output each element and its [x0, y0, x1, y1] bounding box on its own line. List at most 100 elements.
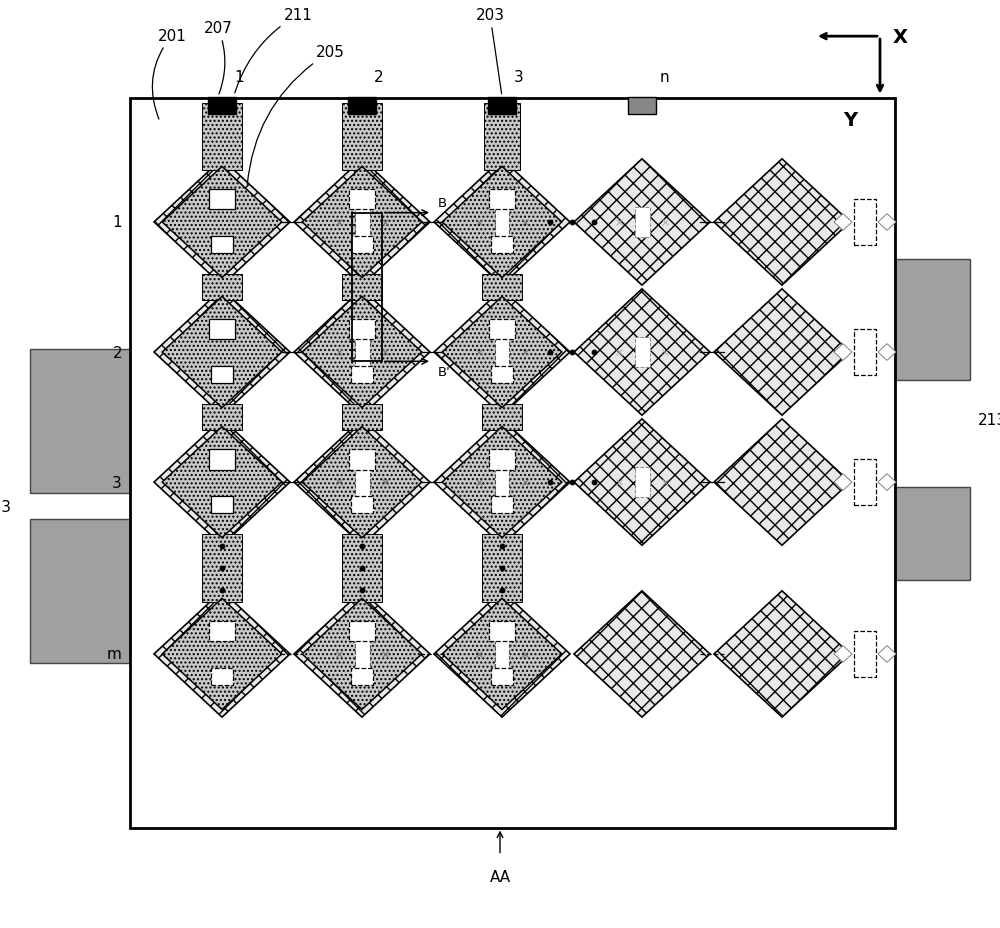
Bar: [868, 260, 970, 380]
Bar: [854, 631, 876, 677]
Bar: [494, 639, 509, 669]
Bar: [209, 450, 235, 470]
Text: 1: 1: [112, 215, 122, 230]
Bar: [354, 639, 370, 669]
Text: B': B': [438, 366, 451, 379]
Bar: [868, 487, 970, 580]
Polygon shape: [834, 344, 852, 361]
Text: Y: Y: [843, 111, 857, 130]
Polygon shape: [302, 297, 422, 408]
Bar: [209, 190, 235, 211]
Text: 3: 3: [112, 475, 122, 490]
Polygon shape: [442, 599, 562, 710]
Text: 1: 1: [234, 71, 244, 85]
Bar: [482, 535, 522, 602]
Bar: [211, 237, 233, 254]
Bar: [484, 104, 520, 171]
Polygon shape: [434, 591, 570, 717]
Text: n: n: [660, 71, 670, 85]
Polygon shape: [154, 591, 290, 717]
Polygon shape: [834, 646, 852, 663]
Text: B: B: [438, 197, 447, 210]
Bar: [349, 190, 375, 211]
Text: 3: 3: [514, 71, 524, 85]
Polygon shape: [442, 167, 562, 278]
Polygon shape: [442, 427, 562, 538]
Bar: [854, 200, 876, 246]
Polygon shape: [162, 297, 282, 408]
Bar: [209, 320, 235, 341]
Bar: [635, 468, 650, 497]
Bar: [491, 367, 513, 384]
Bar: [491, 496, 513, 514]
Bar: [342, 275, 382, 301]
Polygon shape: [878, 344, 896, 361]
Bar: [854, 459, 876, 506]
Polygon shape: [162, 167, 282, 278]
Text: 211: 211: [235, 8, 312, 94]
Polygon shape: [442, 297, 562, 408]
Polygon shape: [878, 646, 896, 663]
Bar: [342, 104, 382, 171]
Text: 2: 2: [374, 71, 384, 85]
Polygon shape: [294, 290, 430, 416]
Bar: [342, 535, 382, 602]
Polygon shape: [574, 290, 710, 416]
Text: 207: 207: [204, 21, 232, 95]
Bar: [354, 468, 370, 497]
Text: X: X: [893, 28, 908, 46]
Text: 201: 201: [152, 29, 186, 120]
Bar: [635, 338, 650, 367]
Text: 203: 203: [476, 8, 505, 95]
Polygon shape: [574, 591, 710, 717]
Polygon shape: [878, 214, 896, 231]
Bar: [348, 98, 376, 115]
Polygon shape: [434, 419, 570, 546]
Bar: [494, 468, 509, 497]
Bar: [351, 367, 373, 384]
Polygon shape: [302, 599, 422, 710]
Polygon shape: [294, 591, 430, 717]
Polygon shape: [294, 419, 430, 546]
Bar: [494, 338, 509, 367]
Text: 2: 2: [112, 345, 122, 360]
Bar: [130, 99, 895, 828]
Bar: [352, 213, 382, 362]
Polygon shape: [574, 419, 710, 546]
Bar: [489, 622, 515, 642]
Bar: [489, 450, 515, 470]
Polygon shape: [434, 290, 570, 416]
Bar: [349, 622, 375, 642]
Bar: [209, 622, 235, 642]
Bar: [349, 450, 375, 470]
Bar: [211, 496, 233, 514]
Bar: [854, 329, 876, 376]
Text: 205: 205: [247, 45, 344, 186]
Polygon shape: [714, 419, 850, 546]
Polygon shape: [162, 427, 282, 538]
Bar: [211, 668, 233, 685]
Bar: [491, 237, 513, 254]
Bar: [354, 338, 370, 367]
Text: 213: 213: [978, 412, 1000, 428]
Bar: [202, 535, 242, 602]
Bar: [494, 208, 509, 238]
Polygon shape: [714, 160, 850, 286]
Polygon shape: [574, 160, 710, 286]
Text: AA: AA: [489, 870, 511, 884]
Bar: [489, 320, 515, 341]
Bar: [488, 98, 516, 115]
Bar: [482, 405, 522, 431]
Polygon shape: [302, 427, 422, 538]
Bar: [202, 104, 242, 171]
Polygon shape: [878, 474, 896, 491]
Polygon shape: [714, 591, 850, 717]
Polygon shape: [834, 474, 852, 491]
Polygon shape: [834, 214, 852, 231]
Bar: [354, 208, 370, 238]
Polygon shape: [154, 160, 290, 286]
Bar: [491, 668, 513, 685]
Polygon shape: [154, 419, 290, 546]
Bar: [482, 275, 522, 301]
Bar: [208, 98, 236, 115]
